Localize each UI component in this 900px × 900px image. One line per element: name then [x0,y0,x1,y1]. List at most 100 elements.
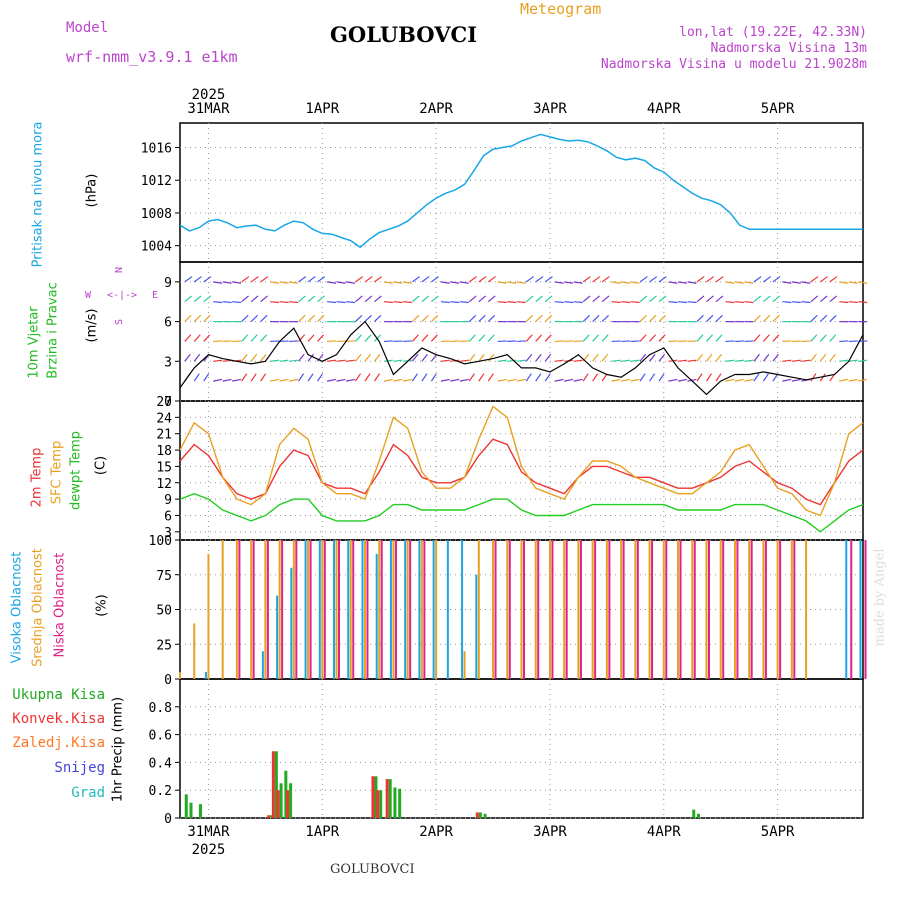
lonlat-text: lon,lat (19.22E, 42.33N) [679,25,867,40]
wind-arrow [829,334,837,342]
wind-arrow [535,276,544,283]
wind-arrow [715,353,722,362]
wind-arrow [753,373,760,382]
precip-bar [274,751,278,818]
wind-arrow [772,295,781,303]
wind-arrow [819,276,828,283]
wind-arrow [430,314,439,323]
wind-arrow [364,314,372,323]
wind-arrow [819,373,826,382]
wind-arrow [516,378,526,382]
wind-arrow [402,281,412,284]
wind-arrow [791,301,801,304]
temp-line-2 [179,492,864,533]
wind-arrow [639,314,647,323]
wind-arrow [307,373,314,382]
wind-arrow [355,295,363,303]
top-day-label: 1APR [305,101,339,117]
wind-arrow [715,314,723,323]
wind-arrow [611,281,621,284]
pressure-ytick-label: 1016 [141,142,172,157]
wind-arrow [621,301,631,304]
wind-arrow [393,281,403,284]
wind-arrow [582,334,590,342]
cloud-ytick-label: 100 [149,534,172,549]
wind-arrow [241,295,249,303]
wind-arrow [232,301,242,304]
precip-bar [371,776,375,818]
wind-arrow [402,301,412,304]
wind-arrow [706,353,713,362]
wind-arrow [193,276,202,283]
wind-arrow [839,301,849,304]
wind-arrow [374,314,382,323]
precip-bar [376,790,380,818]
wind-arrow [222,281,232,284]
wind-arrow [839,378,849,382]
wind-arrow [487,373,494,382]
precip-ytick-label: 0 [164,812,172,827]
model-label: Model [66,20,109,36]
wind-arrow [582,295,591,303]
wind-arrow [459,281,469,284]
wind-arrow [364,276,373,283]
wind-arrow [601,334,609,342]
wind-arrow [487,353,495,362]
top-year-label: 2025 [192,87,226,103]
wind-arrow [487,295,496,303]
precip-ytick-label: 0.6 [149,729,172,744]
wind-arrow [601,353,609,362]
wind-arrow [573,281,583,284]
wind-arrow [649,353,656,362]
wind-arrow [516,359,526,362]
wind-arrow [345,301,356,304]
wind-arrow [279,281,289,284]
wind-arrow [829,353,836,362]
temperature-ytick-label: 12 [156,477,172,492]
wind-arrow [706,276,715,283]
wind-arrow [326,378,336,382]
cloud-ytick-label: 0 [164,673,172,688]
wind-arrow [639,295,648,303]
page-title: GOLUBOVCI [330,22,478,47]
wind-arrow [184,353,191,362]
wind-arrow [270,359,280,362]
wind-arrow [364,373,371,382]
wind-arrow [677,281,688,284]
wind-arrow [355,276,364,283]
wind-arrow [819,353,827,362]
wind-arrow [592,334,600,342]
wind-arrow [478,373,485,382]
wind-arrow [507,378,517,382]
wind-arrow [829,295,838,303]
wind-arrow [374,295,382,303]
wind-arrow [354,373,362,382]
wind-arrow [440,301,450,304]
wind-arrow [592,276,601,283]
precip-ytick-label: 0.8 [149,701,172,716]
wind-arrow [270,378,280,382]
wind-arrow [317,373,324,382]
wind-arrow [554,301,564,304]
wind-arrow [232,281,242,284]
wind-arrow [658,276,667,283]
wind-arrow [810,314,818,323]
wind-arrow [858,359,868,362]
compass-east: E [152,290,158,301]
wind-arrow [592,314,600,323]
wind-arrow [725,281,735,284]
wind-arrow [326,301,337,304]
wind-arrow [696,314,704,323]
wind-arrow [478,353,485,362]
legend-frozen-precip: Zaledj.Kisa [12,735,105,751]
pressure-frame [179,122,864,263]
temp-line-0 [179,438,864,506]
precip-bar [284,770,288,818]
precip-bar [483,813,487,818]
bottom-day-label: 4APR [647,824,681,840]
wind-arrow [364,295,373,303]
precip-bar [198,804,202,818]
wind-arrow [402,378,412,382]
compass-west: W [85,290,92,301]
